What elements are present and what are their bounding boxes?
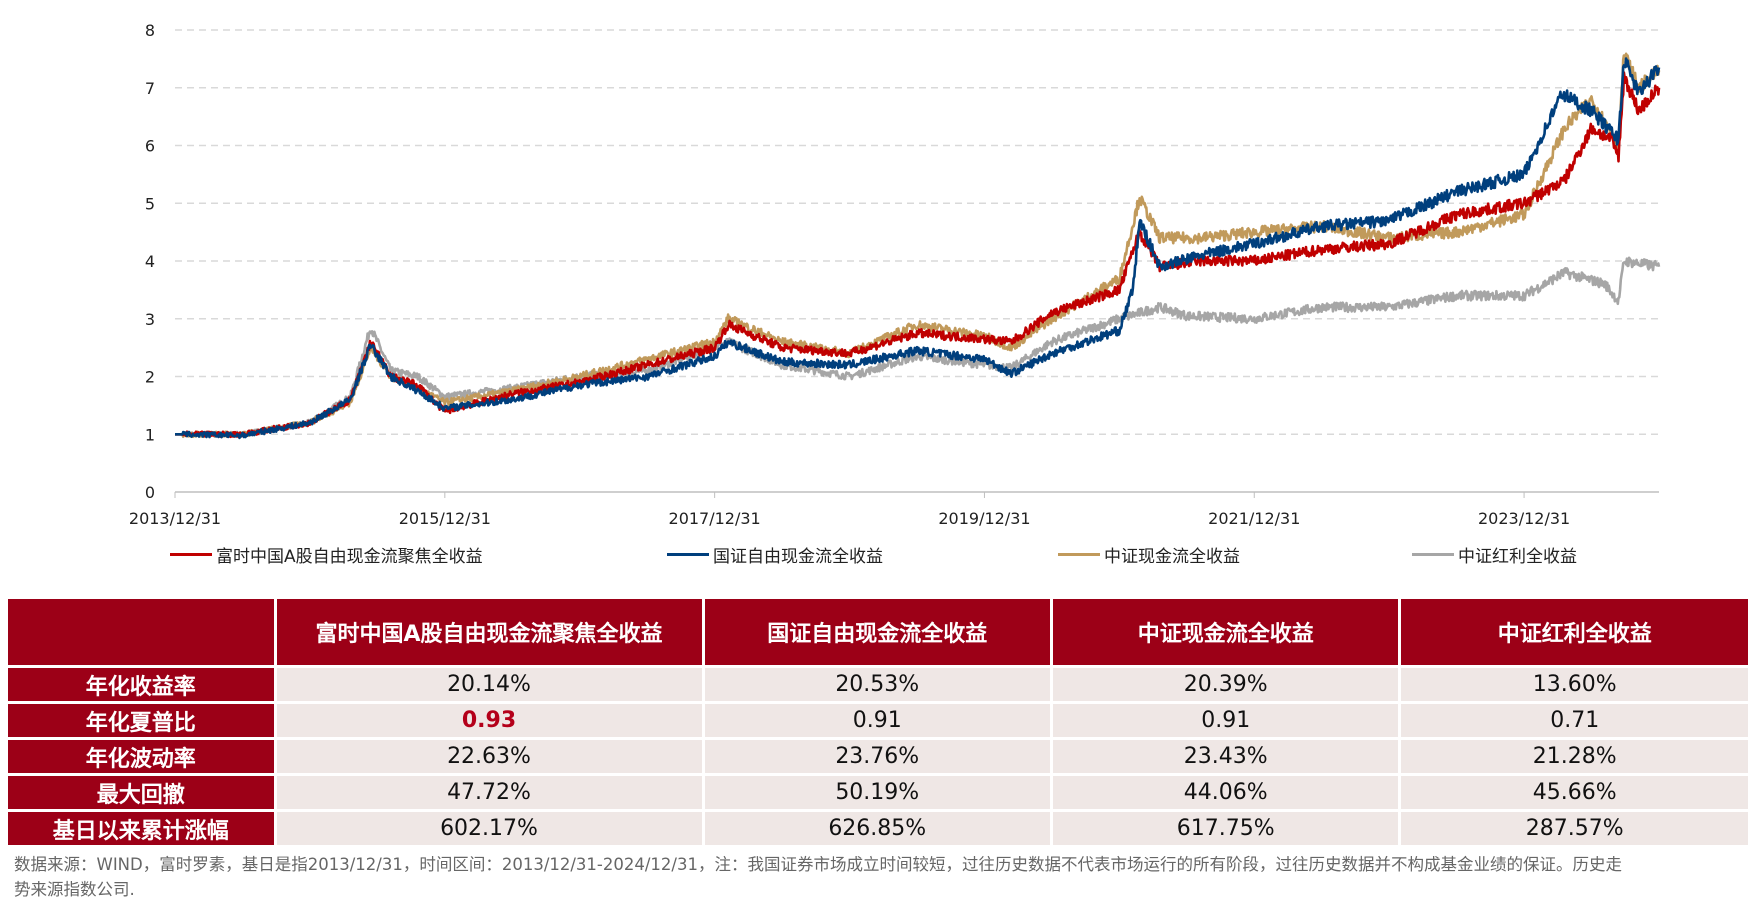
legend-swatch — [170, 553, 212, 556]
table-cell: 20.14% — [276, 668, 702, 701]
x-tick-label: 2023/12/31 — [1478, 509, 1570, 528]
table-row: 最大回撤 47.72% 50.19% 44.06% 45.66% — [8, 776, 1748, 809]
legend-item: 中证现金流全收益 — [1058, 542, 1240, 567]
y-tick-label: 1 — [145, 425, 155, 444]
column-header: 国证自由现金流全收益 — [704, 599, 1050, 665]
table-cell: 20.39% — [1053, 668, 1399, 701]
column-header — [8, 599, 274, 665]
table-cell: 21.28% — [1401, 740, 1748, 773]
x-tick-label: 2019/12/31 — [938, 509, 1030, 528]
table-cell: 0.91 — [1053, 704, 1399, 737]
x-tick-label: 2017/12/31 — [669, 509, 761, 528]
series-line-0 — [174, 71, 1661, 439]
y-tick-label: 0 — [145, 483, 155, 502]
table-row: 年化波动率 22.63% 23.76% 23.43% 21.28% — [8, 740, 1748, 773]
stats-table: 富时中国A股自由现金流聚焦全收益 国证自由现金流全收益 中证现金流全收益 中证红利全收… — [5, 596, 1751, 848]
table-cell: 602.17% — [276, 812, 702, 845]
legend-label: 中证现金流全收益 — [1104, 547, 1240, 567]
table-cell: 23.43% — [1053, 740, 1399, 773]
column-header: 中证红利全收益 — [1401, 599, 1748, 665]
x-tick-label: 2015/12/31 — [399, 509, 491, 528]
y-tick-label: 8 — [145, 21, 155, 40]
legend-swatch — [1058, 553, 1100, 556]
table-cell: 20.53% — [704, 668, 1050, 701]
legend-swatch — [1412, 553, 1454, 556]
y-tick-label: 7 — [145, 79, 155, 98]
series-line-1 — [174, 57, 1661, 440]
table-row: 年化收益率 20.14% 20.53% 20.39% 13.60% — [8, 668, 1748, 701]
x-tick-label: 2021/12/31 — [1208, 509, 1300, 528]
y-tick-label: 5 — [145, 194, 155, 213]
row-header: 年化收益率 — [8, 668, 274, 701]
table-cell: 0.93 — [276, 704, 702, 737]
table-row: 年化夏普比 0.93 0.91 0.91 0.71 — [8, 704, 1748, 737]
x-tick-label: 2013/12/31 — [129, 509, 221, 528]
y-tick-label: 4 — [145, 252, 155, 271]
table-cell: 45.66% — [1401, 776, 1748, 809]
row-header: 基日以来累计涨幅 — [8, 812, 274, 845]
table-cell: 626.85% — [704, 812, 1050, 845]
table-cell: 13.60% — [1401, 668, 1748, 701]
table-cell: 50.19% — [704, 776, 1050, 809]
footnote: 数据来源：WIND，富时罗素，基日是指2013/12/31，时间区间：2013/… — [14, 855, 1622, 899]
legend-label: 富时中国A股自由现金流聚焦全收益 — [216, 547, 483, 567]
table-cell: 23.76% — [704, 740, 1050, 773]
table-cell: 47.72% — [276, 776, 702, 809]
table-row: 基日以来累计涨幅 602.17% 626.85% 617.75% 287.57% — [8, 812, 1748, 845]
series-line-3 — [174, 256, 1661, 439]
table-cell: 617.75% — [1053, 812, 1399, 845]
table-cell: 0.91 — [704, 704, 1050, 737]
column-header: 富时中国A股自由现金流聚焦全收益 — [276, 599, 702, 665]
y-tick-label: 6 — [145, 137, 155, 156]
legend-swatch — [667, 553, 709, 556]
legend-item: 中证红利全收益 — [1412, 542, 1577, 567]
table-cell: 44.06% — [1053, 776, 1399, 809]
row-header: 年化夏普比 — [8, 704, 274, 737]
legend-item: 富时中国A股自由现金流聚焦全收益 — [170, 542, 483, 567]
line-chart: 0 1 2 3 4 5 6 7 8 2013/12/31 2015/12/31 2017/12/31 2… — [129, 21, 1661, 528]
table-cell: 287.57% — [1401, 812, 1748, 845]
y-tick-label: 2 — [145, 368, 155, 387]
row-header: 最大回撤 — [8, 776, 274, 809]
legend-item: 国证自由现金流全收益 — [667, 542, 883, 567]
row-header: 年化波动率 — [8, 740, 274, 773]
legend-label: 中证红利全收益 — [1458, 547, 1577, 567]
table-cell: 22.63% — [276, 740, 702, 773]
y-tick-label: 3 — [145, 310, 155, 329]
column-header: 中证现金流全收益 — [1053, 599, 1399, 665]
table-cell: 0.71 — [1401, 704, 1748, 737]
legend-label: 国证自由现金流全收益 — [713, 547, 883, 567]
